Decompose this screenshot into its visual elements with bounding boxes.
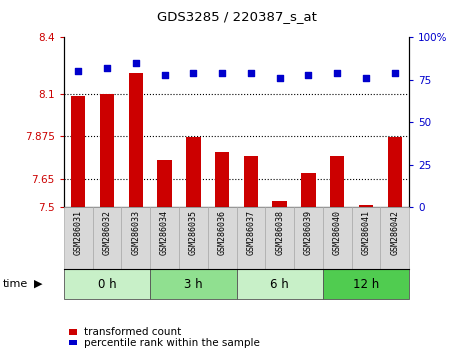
Bar (158, 160, 172, 207)
Point (190, 70, 197, 76)
Text: 0 h: 0 h (98, 278, 116, 291)
Bar (387, 137, 402, 207)
Text: GSM286037: GSM286037 (246, 210, 255, 255)
Bar (150, 207, 179, 269)
Bar (380, 207, 409, 269)
Text: ▶: ▶ (34, 279, 43, 289)
Text: GSM286040: GSM286040 (333, 210, 342, 255)
Bar (179, 207, 208, 269)
Text: GSM286038: GSM286038 (275, 210, 284, 255)
Point (362, 75, 370, 81)
Bar (236, 207, 265, 269)
Point (276, 75, 283, 81)
Bar (351, 207, 380, 269)
Text: transformed count: transformed count (84, 327, 182, 337)
Point (305, 72, 312, 78)
Bar (236, 269, 323, 299)
Point (391, 70, 399, 76)
Point (103, 65, 111, 70)
Bar (359, 205, 373, 207)
Point (74, 68, 82, 74)
Bar (64, 207, 93, 269)
Bar (244, 156, 258, 207)
Bar (272, 201, 287, 207)
Text: GDS3285 / 220387_s_at: GDS3285 / 220387_s_at (157, 10, 316, 23)
Text: GSM286041: GSM286041 (361, 210, 370, 255)
Bar (71, 96, 86, 207)
Point (247, 70, 254, 76)
Bar (129, 73, 143, 207)
Text: percentile rank within the sample: percentile rank within the sample (84, 338, 260, 348)
Bar (215, 152, 229, 207)
Bar (64, 269, 150, 299)
Bar (323, 207, 351, 269)
Text: 12 h: 12 h (353, 278, 379, 291)
Text: GSM286039: GSM286039 (304, 210, 313, 255)
Bar (301, 173, 315, 207)
Bar (100, 94, 114, 207)
Bar (93, 207, 122, 269)
Bar (330, 156, 344, 207)
Text: GSM286035: GSM286035 (189, 210, 198, 255)
Text: GSM286032: GSM286032 (103, 210, 112, 255)
Text: GSM286031: GSM286031 (74, 210, 83, 255)
Bar (294, 207, 323, 269)
Bar (150, 269, 236, 299)
Text: GSM286036: GSM286036 (218, 210, 227, 255)
Text: 3 h: 3 h (184, 278, 202, 291)
Text: time: time (2, 279, 27, 289)
Point (219, 70, 226, 76)
Bar (186, 137, 201, 207)
Text: GSM286034: GSM286034 (160, 210, 169, 255)
Text: 6 h: 6 h (270, 278, 289, 291)
Point (161, 72, 168, 78)
Text: GSM286042: GSM286042 (390, 210, 399, 255)
Text: GSM286033: GSM286033 (131, 210, 140, 255)
Bar (122, 207, 150, 269)
Point (132, 60, 140, 65)
Bar (265, 207, 294, 269)
Bar (208, 207, 236, 269)
Point (333, 70, 341, 76)
Bar (323, 269, 409, 299)
